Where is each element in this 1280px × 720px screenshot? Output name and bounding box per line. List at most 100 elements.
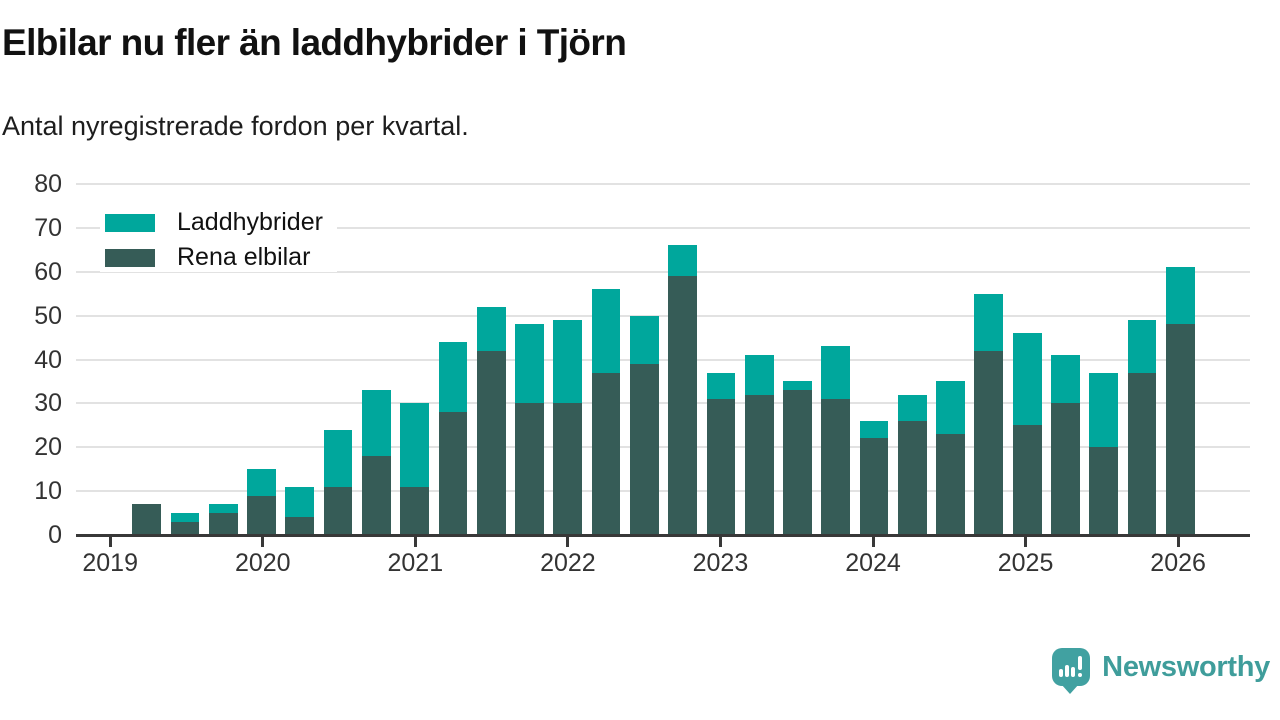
bar-segment [1012,333,1042,426]
bar-segment [821,346,851,399]
x-axis-label: 2026 [1150,549,1206,577]
bar-segment [897,420,927,535]
bar-segment [553,320,583,404]
x-axis-tick [566,537,570,547]
bar-segment [323,429,353,487]
legend: Laddhybrider Rena elbilar [100,208,337,278]
bar-segment [515,324,544,404]
chart-subtitle: Antal nyregistrerade fordon per kvartal. [2,111,469,141]
bar-segment [783,390,812,535]
bar-segment [1127,372,1157,535]
bar-segment [897,394,927,421]
gridline [76,446,1250,449]
bar-segment [476,350,506,535]
bar-segment [476,306,506,351]
gridline [76,270,1250,273]
bar-segment [936,381,965,435]
bar-segment [247,469,276,496]
bar-segment [361,456,391,535]
x-axis-label: 2023 [692,549,749,577]
bar-segment [744,394,774,535]
legend-label: Rena elbilar [177,243,311,271]
x-axis-label: 2022 [540,549,596,577]
gridline [76,314,1250,317]
newsworthy-logo-icon [1052,648,1091,694]
bar-segment [553,403,583,535]
bar-segment [668,245,698,277]
bar-segment [629,315,659,364]
x-axis-tick [871,537,875,547]
bar-segment [247,495,276,535]
bar-segment [706,398,736,535]
bar-segment [974,293,1004,351]
y-axis-label: 80 [34,170,62,198]
x-axis-label: 2021 [387,549,444,577]
bar-segment [1089,372,1119,448]
x-axis-line [76,534,1250,537]
y-axis-label: 40 [34,345,62,374]
bar-segment [974,350,1004,535]
bar-segment [323,486,353,535]
bar-segment [400,403,430,487]
bar-segment [591,289,621,373]
bar-segment [859,438,889,535]
x-axis-tick [718,537,722,547]
bar-segment [1089,447,1119,535]
x-axis-tick [413,537,417,547]
y-axis-label: 60 [34,257,62,286]
chart-title: Elbilar nu fler än laddhybrider i Tjörn [2,22,627,63]
bar-segment [936,434,965,535]
x-axis-tick [108,537,112,547]
bar-segment [400,486,430,535]
y-axis-label: 30 [34,389,62,418]
bar-segment [744,355,774,395]
x-axis-label: 2024 [845,549,901,577]
bar-segment [1051,403,1080,535]
x-axis-label: 2020 [234,549,291,577]
bar-segment [515,403,544,535]
bar-segment [591,372,621,535]
legend-swatch-rena-elbilar [105,248,155,267]
gridline [76,183,1250,185]
x-axis-tick [1024,537,1028,547]
x-axis-label: 2025 [997,549,1054,577]
bar-segment [1127,320,1157,373]
bar-segment [285,517,315,535]
gridline [76,490,1250,493]
x-axis-label: 2019 [82,549,138,577]
gridline [76,226,1250,229]
legend-item-rena-elbilar: Rena elbilar [100,243,337,272]
bar-segment [706,372,736,399]
y-axis-label: 10 [34,477,62,506]
x-axis-tick [261,537,265,547]
bar-segment [1012,425,1042,535]
bar-segment [285,486,315,518]
bar-segment [170,513,200,522]
y-axis-label: 70 [34,213,62,242]
bar-segment [438,412,468,535]
bar-segment [629,363,659,535]
legend-label: Laddhybrider [177,208,323,236]
bar-segment [668,276,698,535]
bar-segment [170,521,200,535]
y-axis-label: 0 [48,521,62,549]
bar-segment [438,341,468,413]
bar-segment [1165,267,1195,325]
legend-item-laddhybrider: Laddhybrider [100,208,337,237]
bar-segment [1051,355,1080,404]
y-axis-label: 50 [34,301,62,330]
bar-segment [1165,324,1195,535]
x-axis-tick [1176,537,1180,547]
gridline [76,402,1250,405]
gridline [76,358,1250,361]
bar-segment [859,420,889,439]
bar-segment [821,398,851,535]
brand-name: Newsworthy [1102,650,1270,683]
brand-footer: Newsworthy [1052,648,1270,694]
legend-swatch-laddhybrider [105,213,155,232]
logo-tail [1061,684,1080,694]
bar-segment [783,381,812,391]
bar-segment [361,390,391,457]
